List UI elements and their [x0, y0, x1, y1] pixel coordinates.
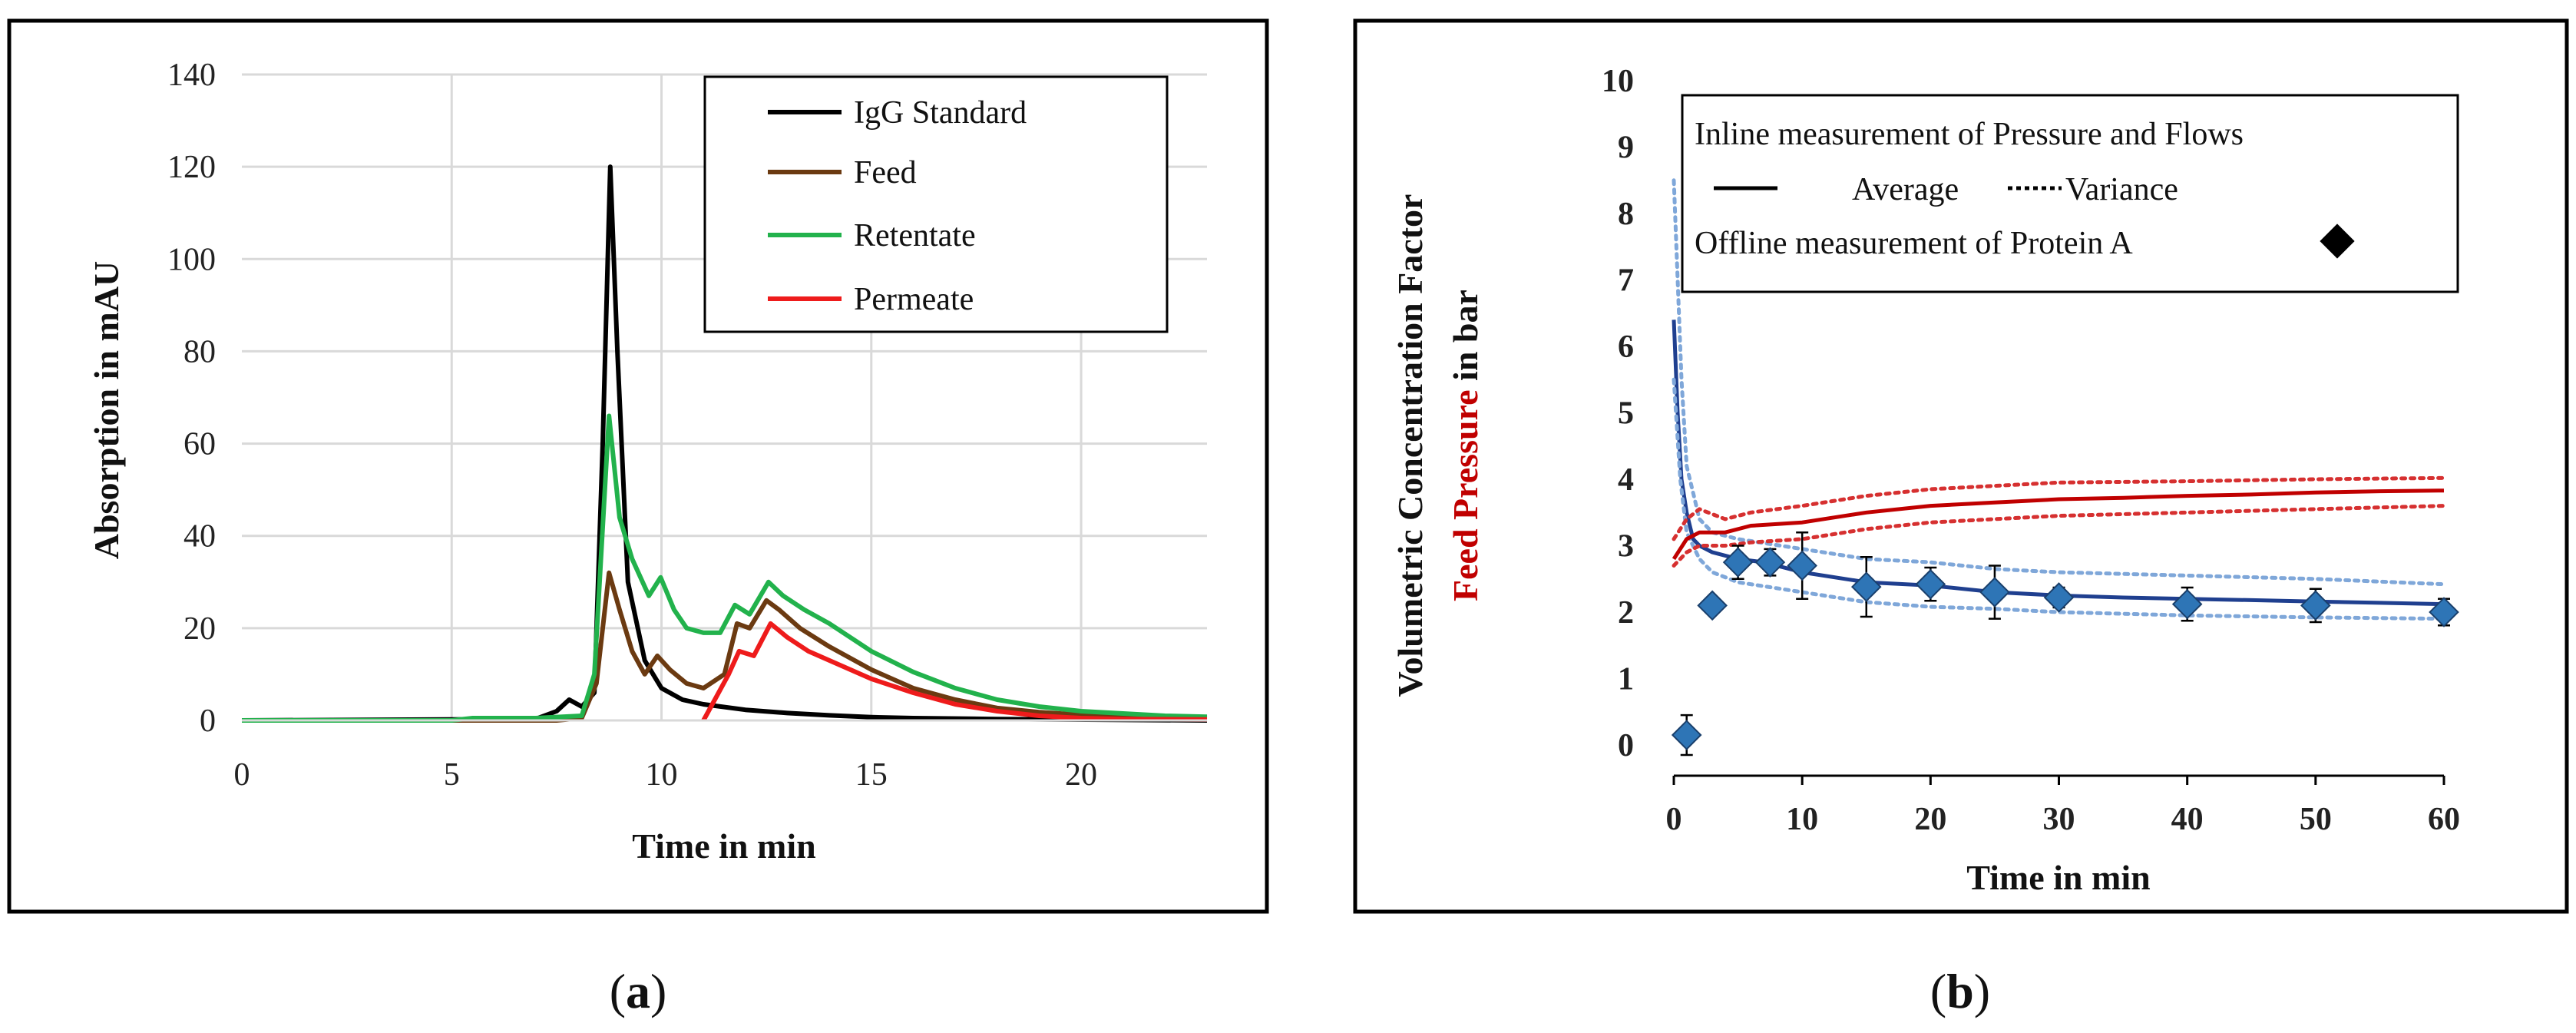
panel-label-b-letter: b [1946, 964, 1974, 1018]
b-series-line-feed-pressure-variance-upper [1672, 475, 2446, 541]
a-x-axis-label: Time in min [632, 826, 815, 866]
b-offline-point-marker [1850, 571, 1882, 602]
a-legend-label-feed: Feed [854, 155, 917, 190]
chart-a: 0 20 40 60 80 100 120 140 0 5 10 15 20 Absorption in… [87, 58, 1208, 866]
b-x-tick-label: 40 [2171, 802, 2204, 837]
b-y-axis-label-vcf: Volumetric Concentration Factor [1391, 194, 1430, 697]
a-y-tick-label: 60 [184, 427, 216, 462]
b-y-tick-label: 2 [1618, 595, 1634, 631]
a-x-tick-label: 15 [855, 757, 888, 793]
b-offline-point-marker [1722, 547, 1754, 578]
b-x-tick-label: 30 [2043, 802, 2075, 837]
a-y-tick-label: 40 [184, 519, 216, 555]
b-y-tick-label: 6 [1618, 329, 1634, 365]
b-y-tick-label: 8 [1618, 197, 1634, 232]
b-x-tick-label: 60 [2428, 802, 2460, 837]
b-offline-point-marker [1671, 720, 1702, 750]
b-offline-point-marker [1697, 590, 1728, 621]
b-series-line-feed-pressure-variance-lower [1672, 504, 2446, 568]
b-y-tick-label: 9 [1618, 131, 1634, 166]
chart-b: 0 1 2 3 4 5 6 7 8 9 10 0 10 20 30 40 50 60 Time in min Vo… [1391, 64, 2460, 897]
b-y-tick-label: 3 [1618, 529, 1634, 565]
a-x-tick-label: 0 [234, 757, 250, 793]
a-x-tick-label: 10 [646, 757, 678, 793]
a-legend-label-igg-standard: IgG Standard [854, 95, 1027, 131]
panel-label-b: (b) [1930, 964, 1990, 1018]
b-x-tick-label: 10 [1786, 802, 1818, 837]
a-series-line-igg-standard [241, 164, 1208, 723]
panel-label-a-letter: a [626, 964, 650, 1018]
b-legend-variance-label: Variance [2065, 172, 2178, 207]
b-offline-point-marker [2429, 597, 2459, 627]
a-y-tick-label: 20 [184, 611, 216, 647]
b-legend-inline-title: Inline measurement of Pressure and Flows [1695, 117, 2244, 152]
b-y-tick-label: 4 [1618, 462, 1634, 498]
b-offline-point-marker [1787, 550, 1817, 581]
b-series-line-vcf-average [1672, 320, 2445, 607]
a-legend: IgG Standard Feed Retentate Permeate [703, 75, 1169, 333]
b-x-tick-label: 50 [2300, 802, 2332, 837]
a-y-tick-label: 80 [184, 334, 216, 369]
panel-a-frame [7, 18, 1269, 914]
a-series-line-permeate [701, 621, 1208, 722]
a-legend-box [703, 75, 1169, 333]
b-y-tick-label: 10 [1602, 64, 1634, 99]
b-offline-point-marker [1979, 577, 2010, 608]
a-x-tick-label: 20 [1065, 757, 1097, 793]
a-y-tick-label: 100 [167, 242, 216, 277]
a-legend-label-permeate: Permeate [854, 282, 974, 317]
b-x-tick-label: 0 [1666, 802, 1682, 837]
b-y-axis-label-unit: in bar [1446, 290, 1485, 389]
b-series-line-feed-pressure-average [1672, 488, 2445, 561]
b-offline-point-marker [1915, 568, 1946, 600]
b-legend-offline-label: Offline measurement of Protein A [1695, 226, 2133, 261]
a-series-line-feed [242, 570, 1208, 723]
panel-b-frame [1353, 18, 2569, 914]
b-y-axis-label-feed-pressure: Feed Pressure [1446, 389, 1485, 601]
a-series-line-retentate [242, 413, 1208, 723]
b-x-axis-label: Time in min [1966, 858, 2150, 897]
a-y-tick-label: 0 [200, 704, 216, 739]
a-y-axis-label: Absorption in mAU [87, 261, 126, 560]
b-offline-point-marker [2300, 590, 2331, 621]
b-y-tick-label: 1 [1618, 662, 1634, 697]
a-y-tick-label: 140 [167, 58, 216, 93]
a-legend-label-retentate: Retentate [854, 218, 976, 253]
b-offline-point-marker [2043, 582, 2075, 613]
b-legend-average-label: Average [1852, 172, 1959, 207]
b-legend: Inline measurement of Pressure and Flows… [1681, 94, 2459, 293]
b-y-tick-label: 7 [1618, 263, 1634, 299]
a-x-tick-label: 5 [444, 757, 460, 793]
a-y-tick-label: 120 [167, 150, 216, 185]
b-offline-point-marker [2171, 588, 2203, 620]
b-y-tick-label: 0 [1618, 728, 1634, 763]
b-x-tick-label: 20 [1914, 802, 1946, 837]
b-y-axis-label-pressure: Feed Pressure in bar [1446, 290, 1485, 601]
b-legend-box [1681, 94, 2459, 293]
panel-label-a: (a) [610, 964, 667, 1018]
b-offline-point-marker [1754, 547, 1786, 578]
b-y-tick-label: 5 [1618, 396, 1634, 432]
